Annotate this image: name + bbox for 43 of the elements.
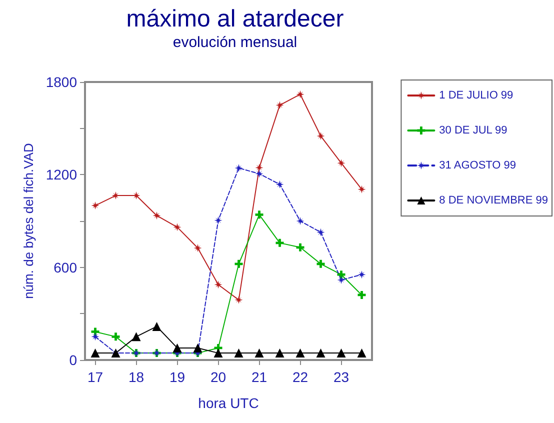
x-axis-title: hora UTC <box>198 395 259 411</box>
x-tick-label: 21 <box>251 369 268 385</box>
x-tick-label: 22 <box>292 369 308 385</box>
y-tick-label: 600 <box>54 259 78 276</box>
point <box>234 260 243 268</box>
x-tick-label: 19 <box>169 369 186 385</box>
y-axis-title: núm. de bytes del fich.VAD <box>20 143 36 299</box>
point <box>112 332 120 341</box>
point <box>214 348 223 358</box>
point <box>255 170 264 178</box>
point <box>91 328 100 336</box>
point <box>316 228 325 236</box>
legend-label: 30 DE JUL 99 <box>439 124 508 136</box>
legend-label: 8 DE NOVIEMBRE 99 <box>439 194 548 206</box>
point <box>316 348 326 358</box>
point <box>234 348 244 358</box>
x-tick-label: 17 <box>87 369 104 385</box>
legend-label: 1 DE JULIO 99 <box>439 90 514 102</box>
point <box>254 348 264 358</box>
point <box>316 260 325 268</box>
chart-subtitle: evolución mensual <box>172 34 298 51</box>
point <box>152 322 162 331</box>
x-tick-label: 18 <box>128 369 144 385</box>
point <box>296 348 305 358</box>
point <box>296 243 304 252</box>
x-tick-label: 20 <box>210 369 226 385</box>
point <box>275 348 284 358</box>
y-tick-label: 1800 <box>46 74 78 90</box>
legend-label: 31 AGOSTO 99 <box>439 160 516 172</box>
point <box>276 238 284 247</box>
point <box>358 290 366 299</box>
y-tick-label: 1200 <box>46 166 78 183</box>
point <box>172 343 182 352</box>
point <box>90 348 100 358</box>
chart-title: máximo al atardecer <box>126 6 344 32</box>
point <box>336 348 346 358</box>
point <box>132 332 141 342</box>
point <box>337 270 346 279</box>
point <box>193 343 202 352</box>
x-tick-label: 23 <box>333 369 350 385</box>
point <box>357 348 366 358</box>
point <box>255 210 264 219</box>
y-tick-label: 0 <box>69 352 78 368</box>
